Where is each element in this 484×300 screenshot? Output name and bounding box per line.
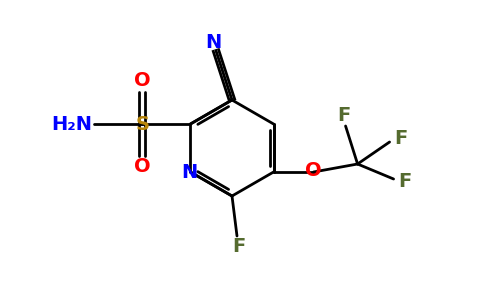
Text: O: O [134,158,151,176]
Text: H₂N: H₂N [51,115,92,134]
Text: F: F [394,128,407,148]
Text: F: F [232,238,245,256]
Text: O: O [134,71,151,91]
Text: N: N [182,164,197,182]
Text: N: N [205,33,222,52]
Text: S: S [136,115,150,134]
Text: O: O [305,160,322,179]
Text: F: F [337,106,350,124]
Text: F: F [398,172,411,190]
